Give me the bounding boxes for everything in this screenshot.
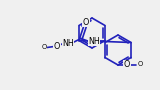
Text: O: O	[54, 42, 60, 51]
Text: O: O	[41, 44, 47, 50]
Text: O: O	[137, 61, 143, 68]
Text: O: O	[83, 18, 89, 27]
Text: O: O	[124, 60, 130, 69]
Text: NH: NH	[62, 39, 74, 48]
Text: NH: NH	[88, 37, 100, 46]
